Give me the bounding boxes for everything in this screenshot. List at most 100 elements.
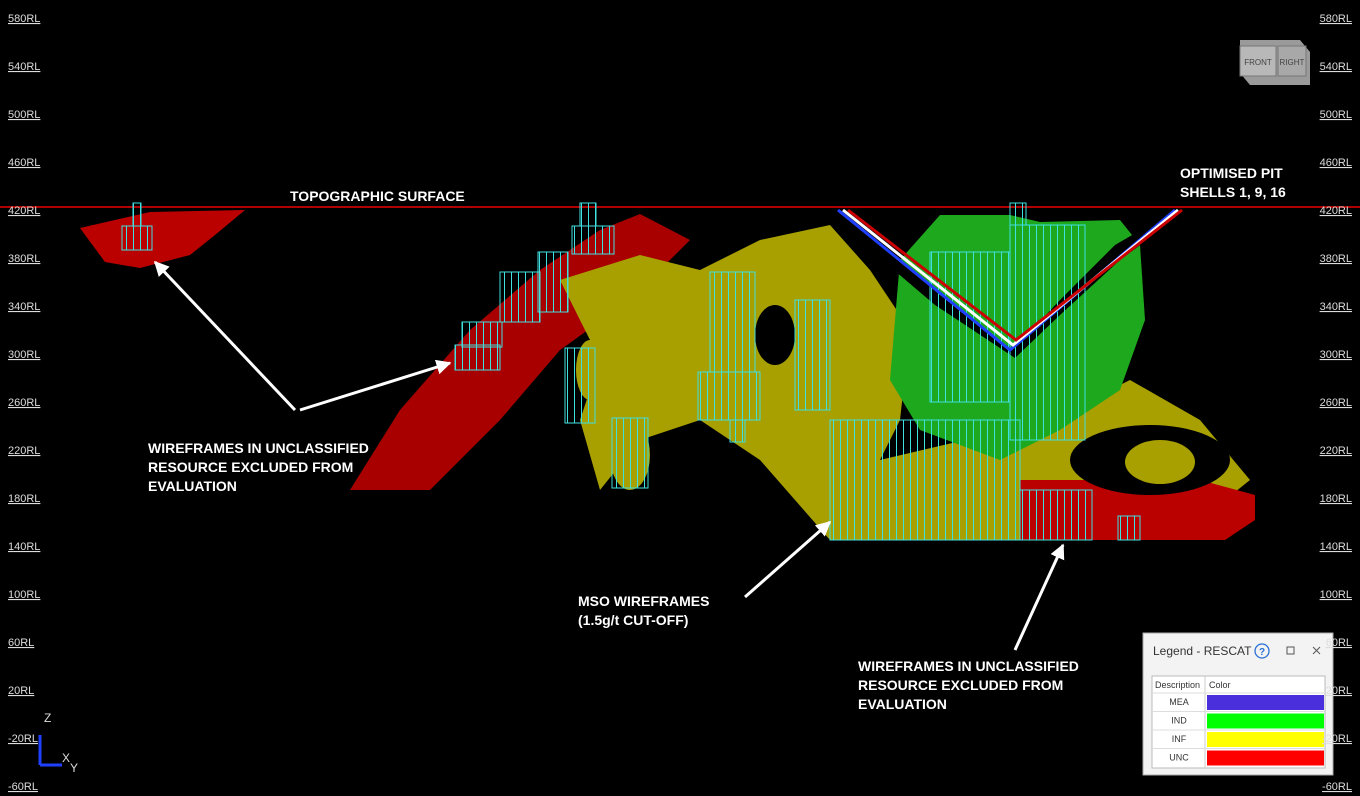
rl-label-right: 60RL (1326, 637, 1352, 649)
arrows (153, 260, 1065, 651)
annotation: EVALUATION (858, 696, 947, 712)
hole (755, 305, 795, 365)
wireframes (121, 202, 1141, 541)
unc-blob (80, 210, 245, 268)
view-cube[interactable]: FRONT RIGHT (1239, 40, 1310, 85)
pit-shells (837, 208, 1183, 352)
help-icon[interactable] (1254, 643, 1270, 659)
rl-label-left: 220RL (8, 445, 40, 457)
cube-front-label: FRONT (1244, 58, 1272, 67)
wireframe (564, 347, 596, 424)
arrow (1013, 543, 1065, 651)
inf-blob (1125, 440, 1195, 484)
row-color (1207, 750, 1324, 766)
pit-cut (835, 210, 1185, 358)
cube-right-label: RIGHT (1280, 58, 1305, 67)
wireframe (611, 417, 649, 489)
wireframe (571, 225, 615, 255)
arrow (744, 520, 832, 599)
wireframe (1019, 489, 1093, 541)
wireframe (1117, 515, 1141, 541)
help-text[interactable]: ? (1259, 647, 1265, 658)
rl-label-right: 580RL (1320, 13, 1352, 25)
z-label: Z (44, 711, 51, 725)
rl-label-left: 260RL (8, 397, 40, 409)
rl-label-left: -60RL (8, 781, 38, 793)
rl-label-left: 380RL (8, 253, 40, 265)
rl-label-left: 60RL (8, 637, 34, 649)
row-description: IND (1171, 716, 1187, 726)
row-description: UNC (1169, 753, 1189, 763)
rl-label-right: 220RL (1320, 445, 1352, 457)
wireframe (537, 251, 569, 313)
rl-label-left: 580RL (8, 13, 40, 25)
cube-right[interactable] (1277, 45, 1307, 77)
cube-front[interactable] (1239, 45, 1277, 77)
maximize-button[interactable] (1286, 646, 1295, 655)
rl-label-left: 340RL (8, 301, 40, 313)
header-color: Color (1209, 680, 1231, 690)
wireframe (1009, 224, 1086, 441)
rl-label-left: 140RL (8, 541, 40, 553)
rl-label-right: -20RL (1322, 733, 1352, 745)
rl-label-left: 100RL (8, 589, 40, 601)
rl-label-right: 20RL (1326, 685, 1352, 697)
wireframe (579, 202, 597, 227)
rl-label-right: 140RL (1320, 541, 1352, 553)
rl-label-right: 180RL (1320, 493, 1352, 505)
wireframe (829, 419, 1021, 541)
rl-label-right: 380RL (1320, 253, 1352, 265)
rl-label-left: 180RL (8, 493, 40, 505)
annotation: WIREFRAMES IN UNCLASSIFIED (148, 440, 369, 456)
rl-label-right: 300RL (1320, 349, 1352, 361)
wireframe (454, 344, 501, 371)
annotation: SHELLS 1, 9, 16 (1180, 184, 1286, 200)
rl-label-right: 100RL (1320, 589, 1352, 601)
rl-label-left: 420RL (8, 205, 40, 217)
rl-label-left: 460RL (8, 157, 40, 169)
wireframe (729, 419, 746, 443)
annotation: TOPOGRAPHIC SURFACE (290, 188, 465, 204)
rl-label-right: 540RL (1320, 61, 1352, 73)
wireframe (461, 321, 503, 348)
rl-label-left: 500RL (8, 109, 40, 121)
row-description: INF (1172, 734, 1187, 744)
legend-window: Legend - RESCAT ? Description Color MEA I… (1142, 632, 1334, 776)
wireframe (709, 271, 756, 373)
rl-label-right: 340RL (1320, 301, 1352, 313)
wireframe (132, 202, 142, 227)
rl-label-right: 460RL (1320, 157, 1352, 169)
row-color (1207, 695, 1324, 710)
arrow (299, 359, 452, 412)
legend-title: Legend - RESCAT (1153, 644, 1252, 658)
row-color (1207, 732, 1324, 747)
arrow (153, 260, 297, 412)
axis-triad: Z X Y (38, 711, 78, 775)
annotation: WIREFRAMES IN UNCLASSIFIED (858, 658, 1079, 674)
annotation: MSO WIREFRAMES (578, 593, 709, 609)
header-description: Description (1155, 680, 1200, 690)
rl-label-right: -60RL (1322, 781, 1352, 793)
annotation: RESOURCE EXCLUDED FROM (858, 677, 1063, 693)
pit-shell (847, 208, 1183, 342)
annotation: (1.5g/t CUT-OFF) (578, 612, 688, 628)
wireframe (929, 251, 1011, 403)
rl-label-left: 540RL (8, 61, 40, 73)
rl-label-left: -20RL (8, 733, 38, 745)
close-button[interactable] (1312, 646, 1321, 655)
wireframe (697, 371, 761, 421)
annotation: RESOURCE EXCLUDED FROM (148, 459, 353, 475)
annotation: OPTIMISED PIT (1180, 165, 1283, 181)
y-label: Y (70, 761, 78, 775)
rl-label-right: 260RL (1320, 397, 1352, 409)
rl-label-left: 20RL (8, 685, 34, 697)
row-description: MEA (1169, 697, 1189, 707)
wireframe (121, 225, 153, 251)
wireframe (1009, 202, 1027, 226)
annotation: EVALUATION (148, 478, 237, 494)
rl-label-right: 420RL (1320, 205, 1352, 217)
rl-label-right: 500RL (1320, 109, 1352, 121)
wireframe (499, 271, 541, 323)
wireframe (794, 299, 831, 411)
